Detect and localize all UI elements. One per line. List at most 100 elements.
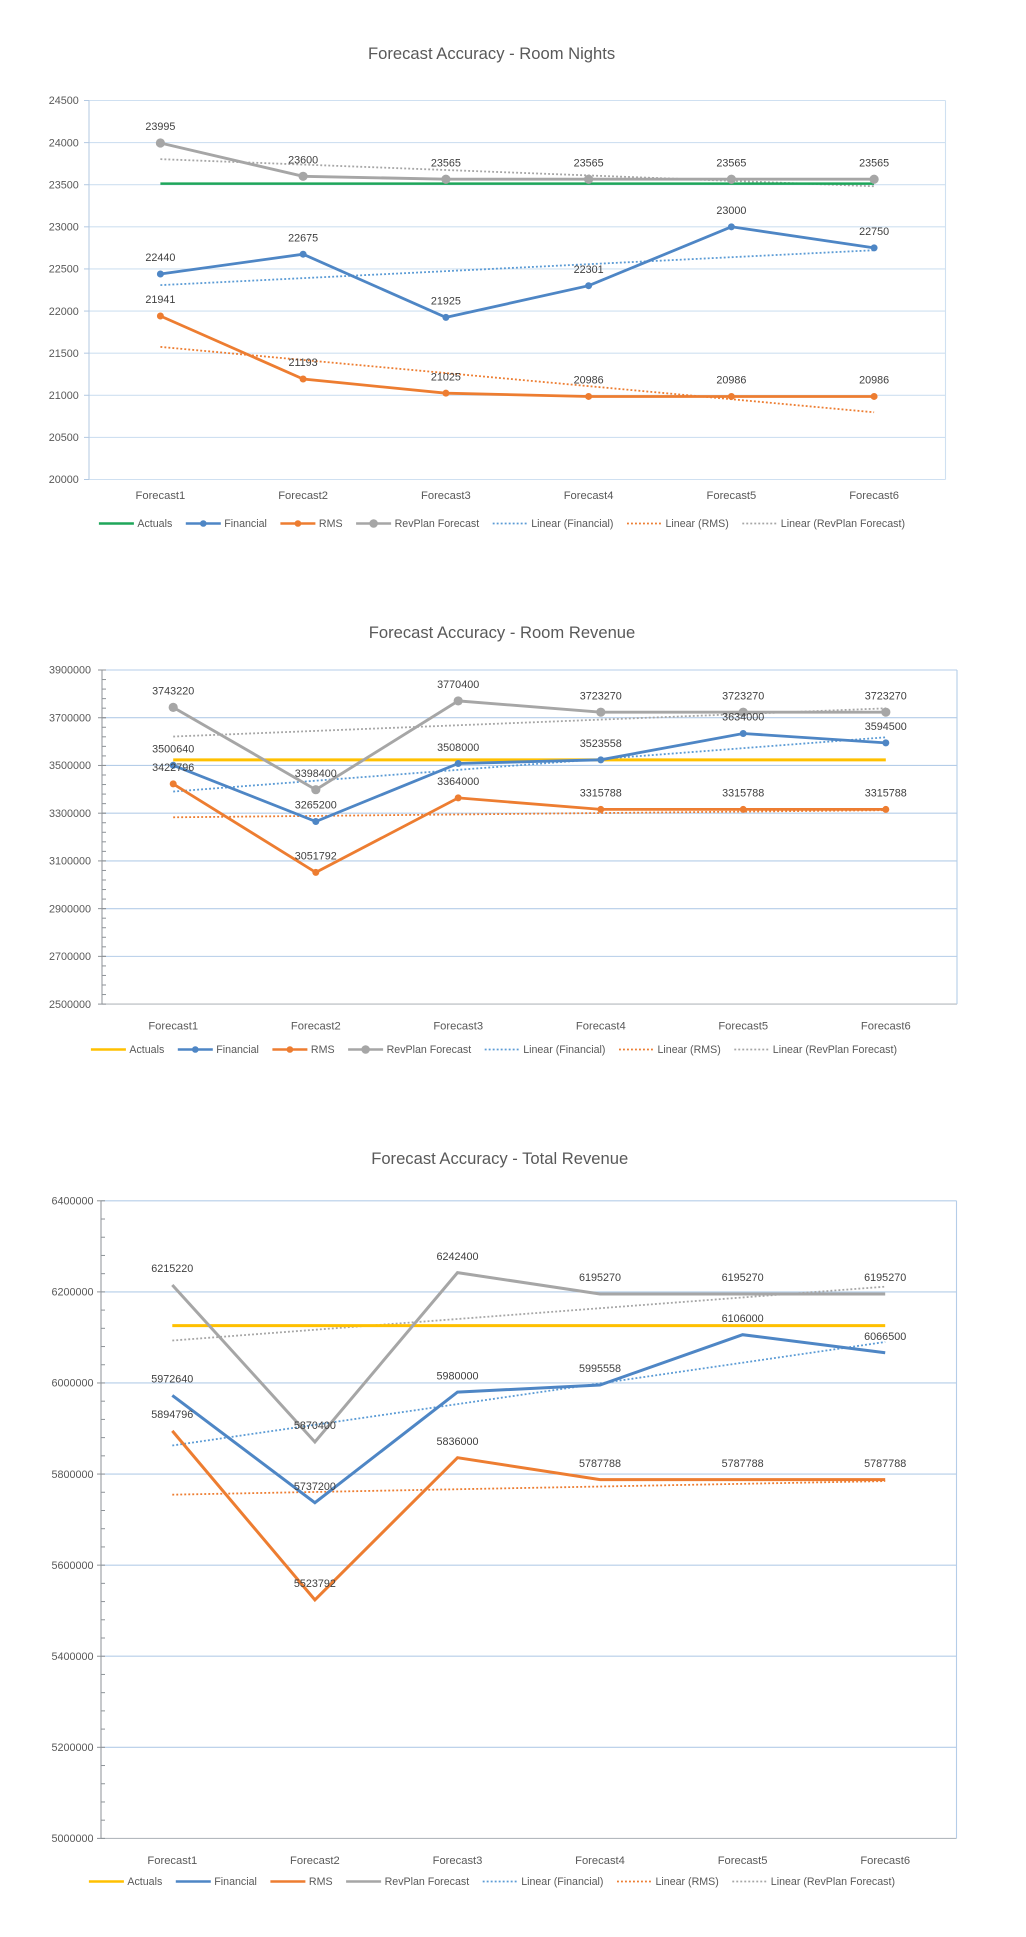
svg-text:6195270: 6195270 <box>722 1272 764 1284</box>
svg-text:3900000: 3900000 <box>49 665 91 677</box>
svg-text:2700000: 2700000 <box>49 951 91 963</box>
svg-text:20000: 20000 <box>49 474 79 486</box>
svg-text:5787788: 5787788 <box>579 1458 621 1470</box>
svg-text:Forecast2: Forecast2 <box>291 1020 341 1032</box>
svg-text:2900000: 2900000 <box>49 903 91 915</box>
svg-text:Forecast5: Forecast5 <box>718 1020 768 1032</box>
svg-text:3364000: 3364000 <box>437 776 479 788</box>
svg-text:3508000: 3508000 <box>437 742 479 754</box>
svg-text:6066500: 6066500 <box>864 1331 906 1343</box>
svg-text:3315788: 3315788 <box>580 788 622 800</box>
svg-text:3315788: 3315788 <box>722 788 764 800</box>
svg-text:Financial: Financial <box>214 1876 257 1888</box>
svg-text:3594500: 3594500 <box>865 721 907 733</box>
svg-text:Forecast Accuracy - Room Night: Forecast Accuracy - Room Nights <box>368 44 615 63</box>
svg-text:3422796: 3422796 <box>152 762 194 774</box>
svg-text:5995558: 5995558 <box>579 1363 621 1375</box>
svg-text:3500000: 3500000 <box>49 760 91 772</box>
svg-text:5870400: 5870400 <box>294 1420 336 1432</box>
svg-text:Linear (Financial): Linear (Financial) <box>531 518 613 530</box>
svg-text:22500: 22500 <box>49 264 79 276</box>
svg-text:Forecast4: Forecast4 <box>575 1855 625 1867</box>
svg-text:Financial: Financial <box>224 518 267 530</box>
svg-text:23565: 23565 <box>574 157 604 169</box>
svg-text:Linear (RMS): Linear (RMS) <box>658 1044 721 1056</box>
svg-text:RMS: RMS <box>311 1044 335 1056</box>
svg-text:5894796: 5894796 <box>151 1409 193 1421</box>
svg-text:5787788: 5787788 <box>722 1458 764 1470</box>
svg-text:3700000: 3700000 <box>49 712 91 724</box>
svg-text:Forecast Accuracy - Total Reve: Forecast Accuracy - Total Revenue <box>371 1149 628 1168</box>
svg-text:23565: 23565 <box>716 157 746 169</box>
svg-text:RevPlan Forecast: RevPlan Forecast <box>385 1876 470 1888</box>
svg-text:22301: 22301 <box>574 264 604 276</box>
svg-text:20986: 20986 <box>859 375 889 387</box>
svg-text:5800000: 5800000 <box>51 1469 93 1481</box>
svg-text:21193: 21193 <box>288 357 317 369</box>
svg-text:5523792: 5523792 <box>294 1578 336 1590</box>
svg-text:Linear (RMS): Linear (RMS) <box>656 1876 719 1888</box>
svg-text:21500: 21500 <box>49 348 79 360</box>
svg-text:3770400: 3770400 <box>437 679 479 691</box>
svg-text:22000: 22000 <box>49 306 79 318</box>
svg-text:2500000: 2500000 <box>49 999 91 1011</box>
svg-text:Forecast4: Forecast4 <box>564 490 614 502</box>
svg-text:Forecast3: Forecast3 <box>421 490 471 502</box>
svg-text:Forecast1: Forecast1 <box>136 490 186 502</box>
svg-text:Forecast2: Forecast2 <box>278 490 328 502</box>
svg-text:6215220: 6215220 <box>151 1263 193 1275</box>
svg-text:22750: 22750 <box>859 226 889 238</box>
svg-text:5600000: 5600000 <box>51 1560 93 1572</box>
svg-text:6400000: 6400000 <box>51 1196 93 1208</box>
svg-text:3100000: 3100000 <box>49 856 91 868</box>
svg-text:21941: 21941 <box>145 294 175 306</box>
svg-text:3315788: 3315788 <box>865 788 907 800</box>
svg-text:RevPlan Forecast: RevPlan Forecast <box>395 518 480 530</box>
svg-text:6195270: 6195270 <box>864 1272 906 1284</box>
svg-text:5737200: 5737200 <box>294 1481 336 1493</box>
svg-text:21025: 21025 <box>431 371 461 383</box>
svg-text:Linear (Financial): Linear (Financial) <box>523 1044 605 1056</box>
svg-text:Forecast Accuracy - Room Reven: Forecast Accuracy - Room Revenue <box>369 623 636 642</box>
svg-text:Forecast4: Forecast4 <box>576 1020 626 1032</box>
svg-text:21000: 21000 <box>49 390 79 402</box>
svg-text:3051792: 3051792 <box>295 851 337 863</box>
svg-text:3398400: 3398400 <box>295 768 337 780</box>
svg-text:Actuals: Actuals <box>129 1044 164 1056</box>
svg-text:6106000: 6106000 <box>722 1313 764 1325</box>
svg-text:23000: 23000 <box>49 222 79 234</box>
svg-text:RMS: RMS <box>309 1876 333 1888</box>
svg-text:Linear (RMS): Linear (RMS) <box>666 518 729 530</box>
svg-text:Linear (RevPlan Forecast): Linear (RevPlan Forecast) <box>773 1044 897 1056</box>
svg-text:5400000: 5400000 <box>51 1651 93 1663</box>
svg-text:23000: 23000 <box>716 205 746 217</box>
svg-text:Linear (RevPlan Forecast): Linear (RevPlan Forecast) <box>771 1876 895 1888</box>
svg-text:3300000: 3300000 <box>49 808 91 820</box>
svg-text:3265200: 3265200 <box>295 800 337 812</box>
svg-text:3634000: 3634000 <box>722 712 764 724</box>
svg-text:Linear (RevPlan Forecast): Linear (RevPlan Forecast) <box>781 518 905 530</box>
svg-text:Forecast6: Forecast6 <box>849 490 899 502</box>
svg-text:3723270: 3723270 <box>722 690 764 702</box>
svg-text:Linear (Financial): Linear (Financial) <box>521 1876 603 1888</box>
svg-text:Forecast6: Forecast6 <box>861 1020 911 1032</box>
svg-text:Forecast2: Forecast2 <box>290 1855 340 1867</box>
svg-text:5980000: 5980000 <box>436 1370 478 1382</box>
svg-text:20500: 20500 <box>49 432 79 444</box>
svg-text:RMS: RMS <box>319 518 343 530</box>
svg-text:24500: 24500 <box>49 95 79 107</box>
svg-text:Forecast6: Forecast6 <box>860 1855 910 1867</box>
svg-text:20986: 20986 <box>574 375 604 387</box>
svg-text:6200000: 6200000 <box>51 1287 93 1299</box>
svg-text:22440: 22440 <box>145 252 175 264</box>
svg-text:5200000: 5200000 <box>51 1742 93 1754</box>
svg-text:24000: 24000 <box>49 137 79 149</box>
svg-text:Financial: Financial <box>216 1044 259 1056</box>
svg-text:23565: 23565 <box>859 157 889 169</box>
svg-text:23995: 23995 <box>145 121 175 133</box>
svg-text:23500: 23500 <box>49 179 79 191</box>
svg-text:6242400: 6242400 <box>436 1251 478 1263</box>
svg-text:5787788: 5787788 <box>864 1458 906 1470</box>
svg-text:21925: 21925 <box>431 296 461 308</box>
svg-text:3743220: 3743220 <box>152 686 194 698</box>
